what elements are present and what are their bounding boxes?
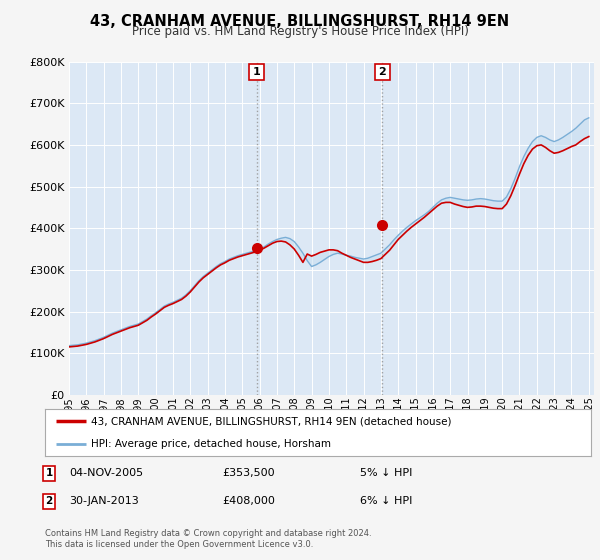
Text: £353,500: £353,500 (222, 468, 275, 478)
Text: 04-NOV-2005: 04-NOV-2005 (69, 468, 143, 478)
Text: HPI: Average price, detached house, Horsham: HPI: Average price, detached house, Hors… (91, 439, 331, 449)
Text: 2: 2 (379, 67, 386, 77)
Text: 30-JAN-2013: 30-JAN-2013 (69, 496, 139, 506)
Text: 2: 2 (46, 496, 53, 506)
Text: 5% ↓ HPI: 5% ↓ HPI (360, 468, 412, 478)
Text: £408,000: £408,000 (222, 496, 275, 506)
Text: Contains HM Land Registry data © Crown copyright and database right 2024.
This d: Contains HM Land Registry data © Crown c… (45, 529, 371, 549)
Text: Price paid vs. HM Land Registry's House Price Index (HPI): Price paid vs. HM Land Registry's House … (131, 25, 469, 38)
Text: 1: 1 (46, 468, 53, 478)
Text: 43, CRANHAM AVENUE, BILLINGSHURST, RH14 9EN: 43, CRANHAM AVENUE, BILLINGSHURST, RH14 … (91, 14, 509, 29)
Text: 6% ↓ HPI: 6% ↓ HPI (360, 496, 412, 506)
Text: 1: 1 (253, 67, 260, 77)
Text: 43, CRANHAM AVENUE, BILLINGSHURST, RH14 9EN (detached house): 43, CRANHAM AVENUE, BILLINGSHURST, RH14 … (91, 416, 452, 426)
